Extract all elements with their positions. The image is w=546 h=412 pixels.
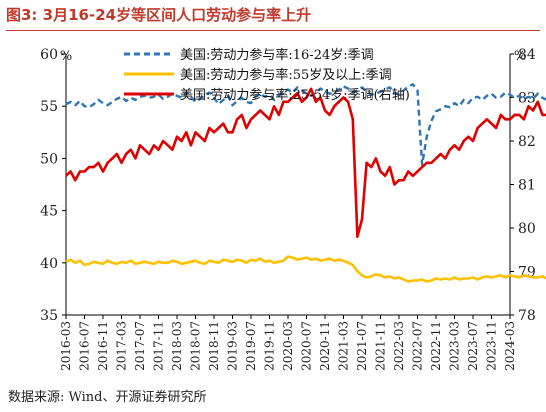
left-tick-label: 35 — [40, 308, 58, 324]
left-tick-label: 45 — [40, 204, 58, 220]
legend-label-1: 美国:劳动力参与率:16-24岁:季调 — [180, 47, 374, 63]
x-tick-label: 2020-11 — [318, 321, 332, 371]
x-tick-label: 2017-03 — [115, 321, 129, 371]
x-tick-label: 2022-03 — [392, 321, 406, 371]
right-tick-label: 84 — [518, 47, 536, 63]
x-tick-label: 2023-07 — [466, 321, 480, 371]
x-tick-label: 2022-07 — [411, 321, 425, 371]
left-tick-label: 50 — [40, 151, 58, 167]
title-divider — [6, 30, 540, 31]
x-tick-label: 2019-11 — [263, 321, 277, 371]
x-tick-label: 2018-11 — [207, 321, 221, 371]
right-tick-label: 78 — [518, 308, 536, 324]
left-axis-unit: % — [60, 49, 72, 64]
chart-legend: 美国:劳动力参与率:16-24岁:季调美国:劳动力参与率:55岁及以上:季调美国… — [124, 47, 410, 103]
x-tick-label: 2019-07 — [244, 321, 258, 371]
series-line-1 — [65, 83, 546, 166]
left-tick-label: 60 — [40, 47, 58, 63]
x-tick-label: 2017-11 — [152, 321, 166, 371]
x-tick-label: 2021-03 — [337, 321, 351, 371]
right-axis-unit: % — [514, 49, 526, 64]
x-tick-label: 2020-03 — [281, 321, 295, 371]
x-tick-label: 2016-07 — [78, 321, 92, 371]
right-tick-label: 81 — [518, 178, 536, 194]
x-tick-label: 2016-03 — [59, 321, 73, 371]
series-line-3 — [65, 87, 546, 238]
x-tick-label: 2023-03 — [448, 321, 462, 371]
left-tick-label: 40 — [40, 256, 58, 272]
legend-label-2: 美国:劳动力参与率:55岁及以上:季调 — [180, 67, 392, 83]
x-tick-label: 2019-03 — [226, 321, 240, 371]
x-tick-label: 2016-11 — [96, 321, 110, 371]
data-source-note: 数据来源: Wind、开源证券研究所 — [8, 390, 207, 405]
x-tick-label: 2017-07 — [133, 321, 147, 371]
chart-series — [65, 83, 546, 283]
x-tick-label: 2021-11 — [374, 321, 388, 371]
chart-title: 图3: 3月16-24岁等区间人口劳动参与率上升 — [6, 6, 312, 24]
x-tick-label: 2021-07 — [355, 321, 369, 371]
x-tick-label: 2018-03 — [170, 321, 184, 371]
right-tick-label: 80 — [518, 221, 536, 237]
legend-label-3: 美国:劳动力参与率:25-54岁:季调(右轴) — [180, 87, 410, 103]
series-line-2 — [65, 255, 546, 283]
left-tick-label: 55 — [40, 99, 58, 115]
x-tick-label: 2024-03 — [503, 321, 517, 371]
right-tick-label: 82 — [518, 134, 536, 150]
x-tick-label: 2020-07 — [300, 321, 314, 371]
x-tick-label: 2023-11 — [485, 321, 499, 371]
x-tick-label: 2018-07 — [189, 321, 203, 371]
x-tick-label: 2022-11 — [429, 321, 443, 371]
